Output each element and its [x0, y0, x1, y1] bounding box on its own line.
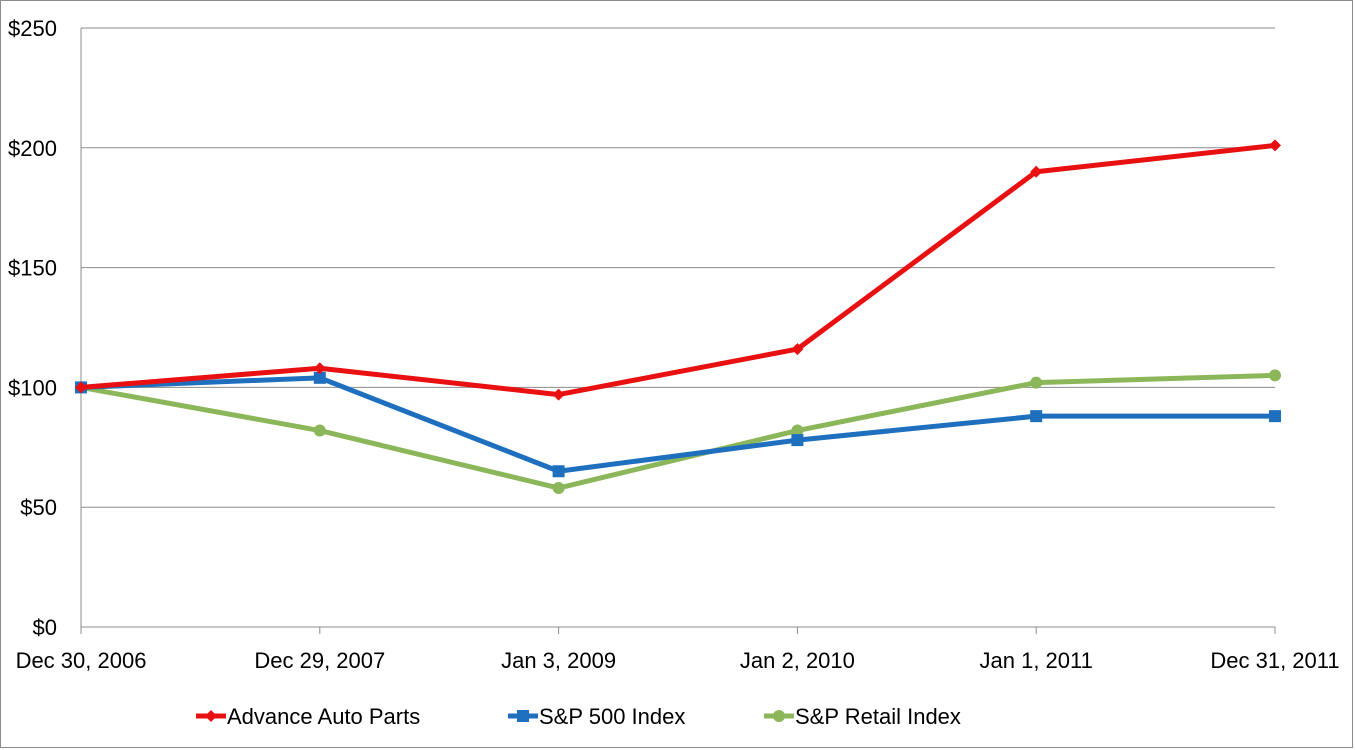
legend-label: Advance Auto Parts [227, 704, 420, 729]
y-tick-label: $200 [8, 136, 57, 161]
data-point [791, 424, 804, 437]
data-point [791, 343, 804, 356]
series-line-s-p-retail-index [78, 372, 1278, 491]
data-point [552, 482, 565, 495]
x-tick-label: Dec 31, 2011 [1210, 648, 1339, 673]
legend-label: S&P Retail Index [795, 704, 961, 729]
data-point [75, 381, 87, 394]
data-point [313, 362, 326, 375]
y-tick-label: $100 [8, 375, 57, 400]
data-point [313, 371, 326, 384]
data-point [552, 388, 565, 401]
data-point [791, 434, 804, 447]
y-tick-label: $250 [8, 16, 57, 41]
data-point [1030, 165, 1043, 178]
series-line-advance-auto-parts [78, 142, 1278, 398]
data-point [1269, 410, 1281, 423]
data-point [313, 424, 326, 437]
y-tick-label: $150 [8, 256, 57, 281]
y-tick-label: $0 [33, 615, 57, 640]
x-tick-label: Dec 30, 2006 [16, 648, 147, 673]
series-line-s-p-500-index [78, 375, 1278, 474]
x-tick-label: Jan 1, 2011 [980, 648, 1093, 673]
x-tick-label: Jan 2, 2010 [740, 648, 855, 673]
legend-label: S&P 500 Index [539, 704, 685, 729]
legend-marker [205, 710, 217, 722]
x-tick-label: Jan 3, 2009 [501, 648, 616, 673]
data-point [1030, 410, 1043, 423]
data-point [1269, 139, 1281, 152]
y-tick-label: $50 [20, 495, 57, 520]
legend-marker [773, 710, 785, 722]
data-point [1030, 376, 1043, 389]
legend-marker [517, 710, 529, 722]
x-tick-label: Dec 29, 2007 [254, 648, 385, 673]
data-point [552, 465, 565, 478]
data-point [1269, 369, 1281, 382]
